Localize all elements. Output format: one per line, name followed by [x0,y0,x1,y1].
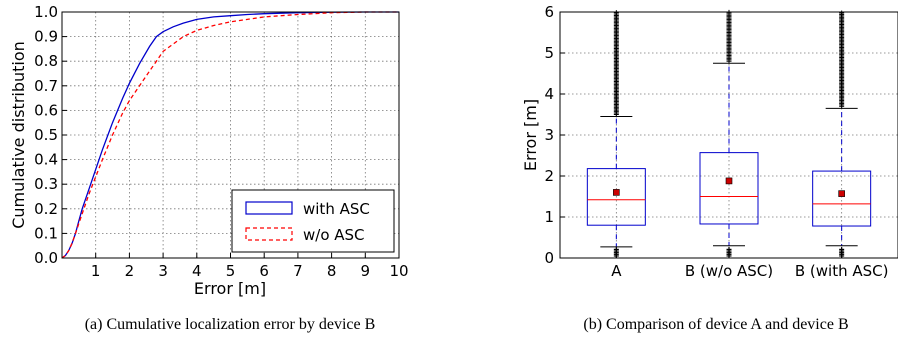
outliers-high [839,10,845,109]
boxplot-x-tick-label: B (w/o ASC) [685,262,773,280]
cdf-x-tick-label: 1 [91,262,101,280]
cdf-x-tick-label: 4 [192,262,202,280]
cdf-x-axis-label: Error [m] [194,279,266,298]
cdf-line-wo-asc [61,11,399,259]
boxplot-chart: 0 1 2 3 4 5 6 A B (w/o ASC) B (with ASC) Error [m… [521,3,898,333]
cdf-y-tick-label: 1.0 [34,3,58,21]
cdf-y-tick-label: 0.4 [34,151,58,169]
boxplot-x-tick-label: A [611,262,622,280]
cdf-chart: 1 2 3 4 5 6 7 8 9 10 0.0 0.1 0.2 0.3 0.4 0.5 0.6 0.7 0.8 0.… [9,3,409,333]
boxplot-y-tick-label: 6 [544,3,554,21]
boxplot-y-tick-label: 3 [544,126,554,144]
cdf-y-tick-label: 0.5 [34,126,58,144]
cdf-y-tick-label: 0.8 [34,52,58,70]
outliers-high [613,10,619,117]
legend-label-with-asc: with ASC [303,200,370,218]
iqr-box [586,168,646,226]
boxplot-y-tick-label: 0 [544,249,554,267]
cdf-y-tick-label: 0.2 [34,200,58,218]
boxplot-y-tick-label: 5 [544,44,554,62]
cdf-y-axis-label: Cumulative distribution [9,41,28,229]
cdf-legend: with ASC w/o ASC [231,189,395,253]
legend-label-wo-asc: w/o ASC [303,226,365,244]
cdf-x-tick-label: 7 [293,262,303,280]
cdf-y-tick-label: 0.3 [34,175,58,193]
iqr-box [812,170,872,227]
cdf-y-tick-label: 0.7 [34,77,58,95]
box-0 [586,10,646,259]
mean-marker [725,177,733,185]
cdf-y-tick-label: 0.1 [34,224,58,242]
caption-a: (a) Cumulative localization error by dev… [85,316,376,333]
outliers-high [726,9,732,64]
cdf-legend-box [231,189,395,253]
cdf-y-tick-label: 0.6 [34,101,58,119]
cdf-x-tick-label: 8 [327,262,337,280]
legend-swatch-with-asc [245,201,293,215]
cdf-ticks: 1 2 3 4 5 6 7 8 9 10 0.0 0.1 0.2 0.3 0.4 0.5 0.6 0.7 0.8 0.… [34,3,408,280]
iqr-box [699,152,759,225]
mean-marker [613,189,620,196]
boxplot-y-axis-label: Error [m] [521,99,540,171]
outliers-low [839,246,845,259]
cdf-x-tick-label: 9 [361,262,371,280]
legend-swatch-wo-asc [245,227,293,241]
cdf-series-lines [61,11,399,259]
boxplot-boxes [586,9,872,259]
caption-b: (b) Comparison of device A and device B [583,316,848,333]
boxplot-x-tick-label: B (with ASC) [795,262,889,280]
mean-marker [838,190,845,197]
cdf-y-tick-label: 0.9 [34,28,58,46]
cdf-line-with-asc [61,11,399,259]
cdf-x-tick-label: 3 [158,262,168,280]
cdf-x-tick-label: 5 [226,262,236,280]
cdf-x-tick-label: 2 [125,262,135,280]
boxplot-y-tick-label: 2 [544,167,554,185]
cdf-x-tick-label: 6 [259,262,269,280]
box-2 [812,10,872,259]
cdf-x-tick-label: 10 [389,262,408,280]
boxplot-y-tick-label: 1 [544,208,554,226]
cdf-y-tick-label: 0.0 [34,249,58,267]
boxplot-y-tick-label: 4 [544,85,554,103]
boxplot-ticks: 0 1 2 3 4 5 6 A B (w/o ASC) B (with ASC) [544,3,888,280]
